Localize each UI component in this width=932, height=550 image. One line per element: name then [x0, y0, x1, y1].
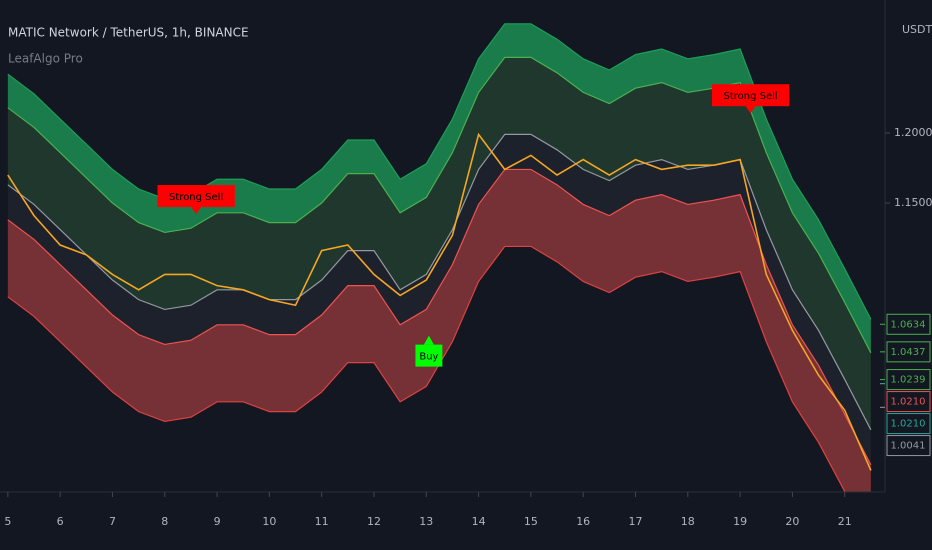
price-tag-label: 1.0239 [891, 375, 926, 386]
x-tick-label: 19 [733, 515, 747, 528]
price-tag-label: 1.0210 [891, 397, 926, 408]
x-tick-label: 5 [4, 515, 11, 528]
price-tag-label: 1.0041 [891, 441, 926, 452]
y-tick-label: 1.2000 [894, 126, 932, 139]
x-tick-label: 13 [419, 515, 433, 528]
x-tick-label: 16 [576, 515, 590, 528]
price-tag [886, 435, 931, 457]
signal-label: Strong Sell [169, 192, 223, 203]
x-tick-label: 14 [472, 515, 486, 528]
x-tick-label: 9 [214, 515, 221, 528]
y-tick-label: 1.1500 [894, 196, 932, 209]
indicator-name: LeafAlgo Pro [8, 52, 83, 66]
x-tick-label: 20 [785, 515, 799, 528]
y-axis-label: USDT [902, 23, 932, 36]
signal-pointer [745, 106, 756, 114]
signal-box [415, 344, 443, 367]
price-tag-label: 1.0437 [891, 347, 926, 358]
price-tag [886, 391, 931, 413]
band-area [7, 57, 871, 430]
x-tick-label: 18 [681, 515, 695, 528]
price-line [7, 132, 872, 471]
x-tick-label: 8 [161, 515, 168, 528]
signal-label: Buy [419, 352, 438, 363]
band-line [7, 23, 872, 320]
price-tag [886, 369, 931, 391]
signal-box [157, 185, 235, 208]
price-tag [886, 341, 931, 363]
price-tag [886, 413, 931, 435]
x-tick-label: 7 [109, 515, 116, 528]
price-tag-label: 1.0634 [891, 319, 926, 330]
x-tick-label: 6 [57, 515, 64, 528]
x-tick-label: 11 [315, 515, 329, 528]
price-tag [886, 313, 931, 335]
signal-label: Strong Sell [723, 91, 777, 102]
x-tick-label: 17 [629, 515, 643, 528]
chart-title: MATIC Network / TetherUS, 1h, BINANCE [8, 26, 249, 40]
x-tick-label: 12 [367, 515, 381, 528]
signal-pointer [191, 207, 202, 215]
price-tag-label: 1.0210 [891, 419, 926, 430]
x-tick-label: 10 [262, 515, 276, 528]
plot-area [7, 23, 872, 492]
x-tick-label: 15 [524, 515, 538, 528]
signal-box [711, 84, 790, 107]
band-line [7, 168, 872, 466]
signal-pointer [423, 335, 434, 345]
band-area [7, 169, 871, 492]
x-tick-label: 21 [838, 515, 852, 528]
